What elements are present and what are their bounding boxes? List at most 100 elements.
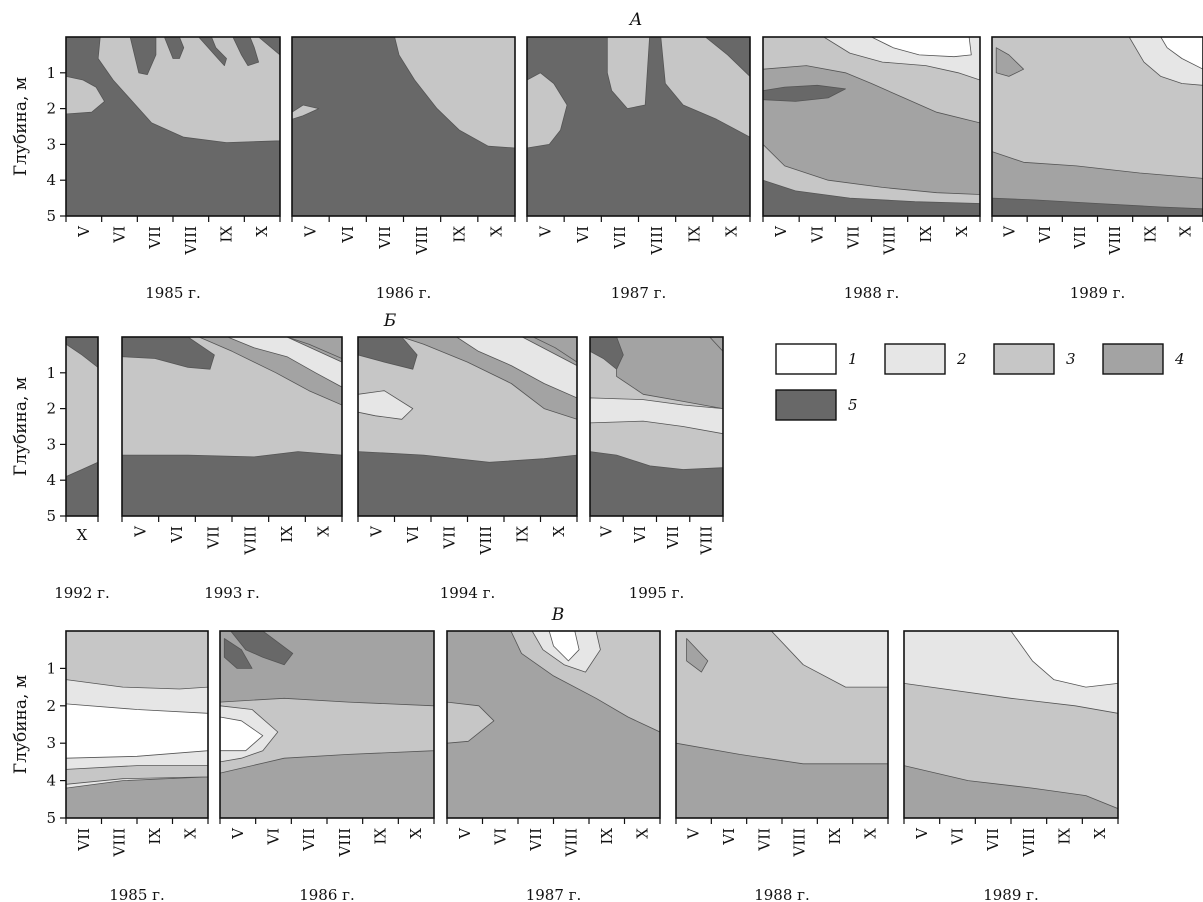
zone-3: [527, 72, 568, 149]
month-label: VII: [755, 828, 773, 852]
zone-1: [871, 37, 972, 58]
month-label: VI: [265, 828, 283, 846]
month-label: VII: [146, 226, 164, 250]
y-tick-label: 5: [46, 507, 56, 525]
legend-swatch: [1102, 343, 1164, 375]
panel-1989г: V VI VII VIII IX X 1989 г.: [903, 630, 1119, 902]
legend-item-5: 5: [775, 389, 858, 421]
year-label: 1986 г.: [299, 886, 355, 902]
month-label: V: [685, 827, 703, 840]
month-label: V: [75, 225, 93, 238]
row-title: А: [629, 10, 643, 30]
month-label: IX: [278, 526, 296, 543]
year-label: 1987 г.: [526, 886, 582, 902]
panel-1988г: V VI VII VIII IX X 1988 г.: [675, 630, 889, 902]
panel-1986г: V VI VII VIII IX X 1986 г.: [291, 36, 516, 302]
panel-1989г: V VI VII VIII IX X 1989 г.: [991, 36, 1203, 302]
y-tick-label: 3: [46, 435, 56, 453]
legend-swatch: [993, 343, 1055, 375]
zone-5: [232, 37, 260, 66]
panel-1986г: V VI VII VIII IX X 1986 г.: [219, 630, 435, 902]
month-label: X: [1176, 226, 1194, 237]
y-tick-label: 5: [46, 207, 56, 225]
zone-4: [992, 151, 1203, 216]
zone-1: [548, 631, 580, 662]
month-label: VIII: [562, 828, 580, 858]
month-label: VIII: [881, 226, 899, 256]
y-tick-label: 1: [46, 364, 56, 382]
month-label: VI: [404, 526, 422, 544]
zone-4: [676, 742, 888, 818]
month-label: VII: [984, 828, 1002, 852]
month-label: V: [367, 525, 385, 538]
zones: [292, 37, 515, 149]
year-label: 1995 г.: [629, 584, 685, 602]
row-title: Б: [383, 311, 397, 331]
month-label: X: [861, 828, 879, 839]
zone-5: [992, 197, 1203, 216]
month-label: VI: [168, 526, 186, 544]
row-title: В: [551, 605, 565, 625]
zones: [358, 337, 577, 516]
month-label: IX: [1141, 226, 1159, 243]
zone-4: [686, 638, 709, 673]
legend-item-3: 3: [993, 343, 1076, 375]
month-label: IX: [685, 226, 703, 243]
zones: [763, 37, 980, 216]
month-label: IX: [146, 828, 164, 845]
zone-1: [66, 703, 208, 759]
panel-1987г: V VI VII VIII IX X 1987 г.: [446, 630, 661, 902]
y-tick-label: 1: [46, 64, 56, 82]
zone-3: [660, 37, 750, 138]
month-label: X: [77, 526, 88, 544]
legend-swatch: [775, 343, 837, 375]
month-label: VIII: [791, 828, 809, 858]
legend-label: 3: [1066, 350, 1076, 368]
month-label: V: [229, 827, 247, 840]
month-label: VIII: [697, 526, 715, 556]
zones: [66, 337, 98, 516]
year-label: 1986 г.: [376, 284, 432, 302]
month-label: V: [913, 827, 931, 840]
year-label: 1989 г.: [1070, 284, 1126, 302]
zone-5: [763, 84, 846, 102]
zone-5: [358, 337, 418, 370]
year-label: 1985 г.: [145, 284, 201, 302]
y-tick-label: 5: [46, 809, 56, 827]
y-tick-label: 1: [46, 659, 56, 677]
zones: [527, 37, 750, 149]
zones: [904, 631, 1118, 818]
month-label: X: [1091, 828, 1109, 839]
month-label: VI: [574, 226, 592, 244]
zone-5: [763, 179, 980, 216]
month-label: VII: [527, 828, 545, 852]
zone-5: [66, 461, 98, 516]
zone-4: [66, 776, 208, 818]
zone-4: [995, 47, 1024, 77]
zone-5: [590, 451, 723, 516]
year-label: 1988 г.: [754, 886, 810, 902]
y-tick-label: 4: [46, 772, 56, 790]
month-label: X: [722, 226, 740, 237]
y-tick-label: 4: [46, 171, 56, 189]
legend-label: 4: [1174, 350, 1185, 368]
zone-5: [122, 337, 215, 370]
year-label: 1987 г.: [611, 284, 667, 302]
zones: [66, 37, 280, 144]
zones: [590, 337, 723, 516]
y-tick-label: 2: [46, 100, 56, 118]
panel-1988г: V VI VII VIII IX X 1988 г.: [762, 36, 981, 302]
panel-1985г: VII VIII IX X 1985 г.: [65, 630, 209, 902]
month-label: V: [1001, 225, 1019, 238]
zone-2: [771, 631, 888, 688]
legend-label: 1: [848, 350, 858, 368]
month-label: VI: [949, 828, 967, 846]
legend-swatch: [884, 343, 946, 375]
month-label: X: [487, 226, 505, 237]
zone-4: [532, 337, 577, 363]
zones: [447, 631, 660, 744]
y-axis-label: Глубина, м: [11, 377, 31, 476]
month-label: VIII: [336, 828, 354, 858]
